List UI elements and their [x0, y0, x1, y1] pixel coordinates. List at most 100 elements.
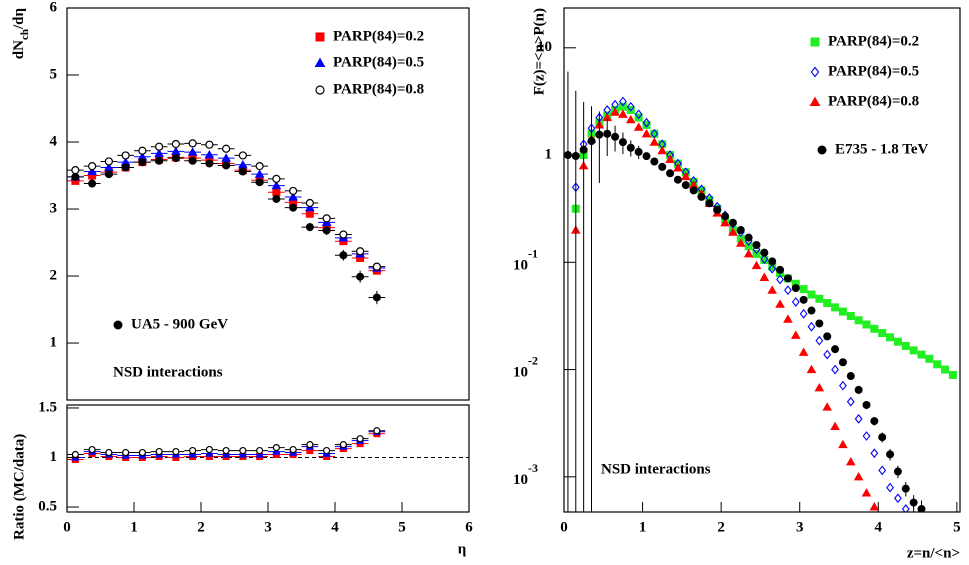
- marker: [305, 198, 314, 208]
- marker: [205, 159, 214, 168]
- marker: [155, 156, 164, 165]
- marker: [807, 321, 816, 332]
- marker: [760, 256, 769, 265]
- x-tick-label: 2: [197, 519, 205, 535]
- y-tick-label: 1: [50, 449, 58, 465]
- marker: [759, 272, 770, 281]
- marker: [188, 156, 197, 165]
- marker: [238, 151, 247, 160]
- label-sub: ch: [19, 29, 31, 40]
- marker: [595, 130, 604, 139]
- marker: [618, 109, 628, 118]
- marker: [783, 314, 793, 323]
- marker: [356, 272, 365, 281]
- marker: [743, 249, 754, 258]
- x-tick-label: 4: [875, 519, 883, 535]
- y-tick-label: 10-2: [513, 353, 538, 381]
- x-tick-label: 6: [465, 519, 473, 535]
- marker: [791, 279, 800, 288]
- label-rest: /dη: [11, 8, 27, 30]
- marker: [721, 212, 730, 221]
- x-tick-label: 0: [63, 519, 71, 535]
- marker: [222, 446, 230, 455]
- marker: [776, 274, 784, 285]
- marker: [845, 457, 856, 466]
- y-tick-label: 4: [50, 133, 58, 149]
- marker: [768, 257, 777, 266]
- marker: [619, 96, 627, 107]
- marker: [120, 157, 131, 166]
- annotation: NSD interactions: [601, 461, 711, 477]
- marker: [322, 226, 331, 235]
- marker: [666, 169, 675, 178]
- marker: [187, 147, 198, 156]
- legend-label: UA5 - 900 GeV: [131, 316, 228, 332]
- marker: [901, 484, 910, 493]
- marker: [256, 446, 264, 455]
- marker: [870, 448, 879, 459]
- marker: [306, 447, 314, 455]
- marker: [658, 140, 667, 149]
- marker: [642, 117, 651, 128]
- y-tick-label: 5: [50, 66, 58, 82]
- marker: [121, 151, 130, 160]
- tick-exponent: -1: [528, 246, 538, 260]
- marker: [339, 441, 347, 449]
- marker: [917, 350, 926, 359]
- marker: [254, 169, 265, 178]
- marker: [315, 85, 325, 95]
- y-tick-label: 1.5: [38, 399, 57, 415]
- marker: [728, 227, 738, 236]
- marker: [88, 162, 97, 171]
- marker: [650, 129, 659, 138]
- x-axis-label: η: [458, 541, 467, 557]
- marker: [894, 493, 902, 504]
- marker: [810, 66, 820, 78]
- marker: [272, 194, 281, 203]
- marker: [854, 413, 863, 424]
- marker: [925, 354, 934, 363]
- plot-area: [67, 427, 469, 463]
- marker: [862, 431, 871, 441]
- marker: [893, 467, 902, 476]
- legend-label: PARP(84)=0.8: [333, 81, 424, 97]
- marker: [634, 109, 643, 120]
- marker: [665, 154, 675, 163]
- marker: [751, 260, 762, 270]
- marker: [886, 482, 894, 493]
- marker: [720, 217, 730, 227]
- marker: [155, 447, 163, 456]
- marker: [799, 308, 808, 319]
- y-tick-label: 1: [50, 334, 58, 350]
- marker: [272, 174, 281, 183]
- tick-base: 10: [513, 472, 528, 488]
- marker: [886, 333, 895, 342]
- marker: [854, 316, 863, 325]
- marker: [878, 329, 887, 338]
- x-tick-label: 3: [796, 519, 804, 535]
- marker: [205, 445, 213, 454]
- marker: [901, 341, 910, 350]
- marker: [681, 181, 690, 190]
- y-axis-label: Ratio (MC/data): [11, 434, 27, 540]
- marker: [688, 180, 699, 189]
- marker: [154, 148, 164, 158]
- marker: [255, 162, 264, 171]
- marker: [767, 285, 778, 294]
- marker: [171, 139, 180, 149]
- marker: [948, 370, 957, 379]
- marker: [587, 137, 596, 146]
- marker: [822, 402, 833, 411]
- marker: [121, 163, 130, 172]
- marker: [680, 171, 691, 181]
- marker: [807, 290, 816, 299]
- marker: [869, 502, 880, 511]
- marker: [736, 226, 745, 235]
- marker: [272, 444, 280, 452]
- marker: [823, 299, 832, 308]
- marker: [886, 450, 895, 459]
- marker: [854, 385, 863, 394]
- marker: [138, 146, 147, 155]
- marker: [657, 145, 668, 155]
- marker: [823, 349, 832, 360]
